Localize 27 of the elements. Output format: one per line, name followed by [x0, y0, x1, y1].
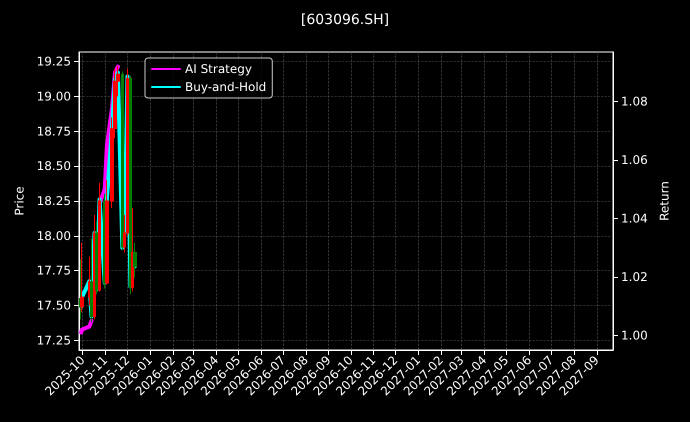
y-tick-label: 18.75 [36, 124, 71, 138]
y2-tick-label: 1.00 [621, 328, 648, 342]
legend-label: AI Strategy [185, 62, 252, 76]
y-tick-label: 19.25 [36, 54, 71, 69]
candlestick [98, 182, 101, 292]
y-tick-label: 17.50 [36, 298, 71, 312]
candlestick [88, 256, 91, 306]
candlestick [95, 221, 98, 295]
candlestick [129, 75, 132, 295]
candlestick [131, 207, 134, 292]
y-axis-title: Price [12, 186, 27, 216]
y-tick-label: 18.50 [36, 159, 71, 174]
chart-title: [603096.SH] [300, 12, 390, 28]
y2-axis-title: Return [658, 181, 672, 221]
y-tick-label: 18.25 [36, 194, 71, 208]
y-tick-label: 18.00 [36, 228, 71, 243]
y-tick-label: 17.25 [36, 333, 71, 348]
y2-tick-label: 1.08 [621, 94, 648, 109]
candlestick [90, 238, 93, 323]
y-tick-label: 17.75 [36, 264, 71, 278]
candlestick [121, 70, 124, 250]
candlestick [133, 242, 137, 278]
y2-tick-label: 1.06 [621, 153, 648, 168]
legend-label: Buy-and-Hold [185, 80, 266, 94]
y2-tick-label: 1.02 [621, 270, 648, 284]
y-tick-label: 19.00 [36, 90, 71, 104]
y2-tick-label: 1.04 [621, 212, 648, 226]
